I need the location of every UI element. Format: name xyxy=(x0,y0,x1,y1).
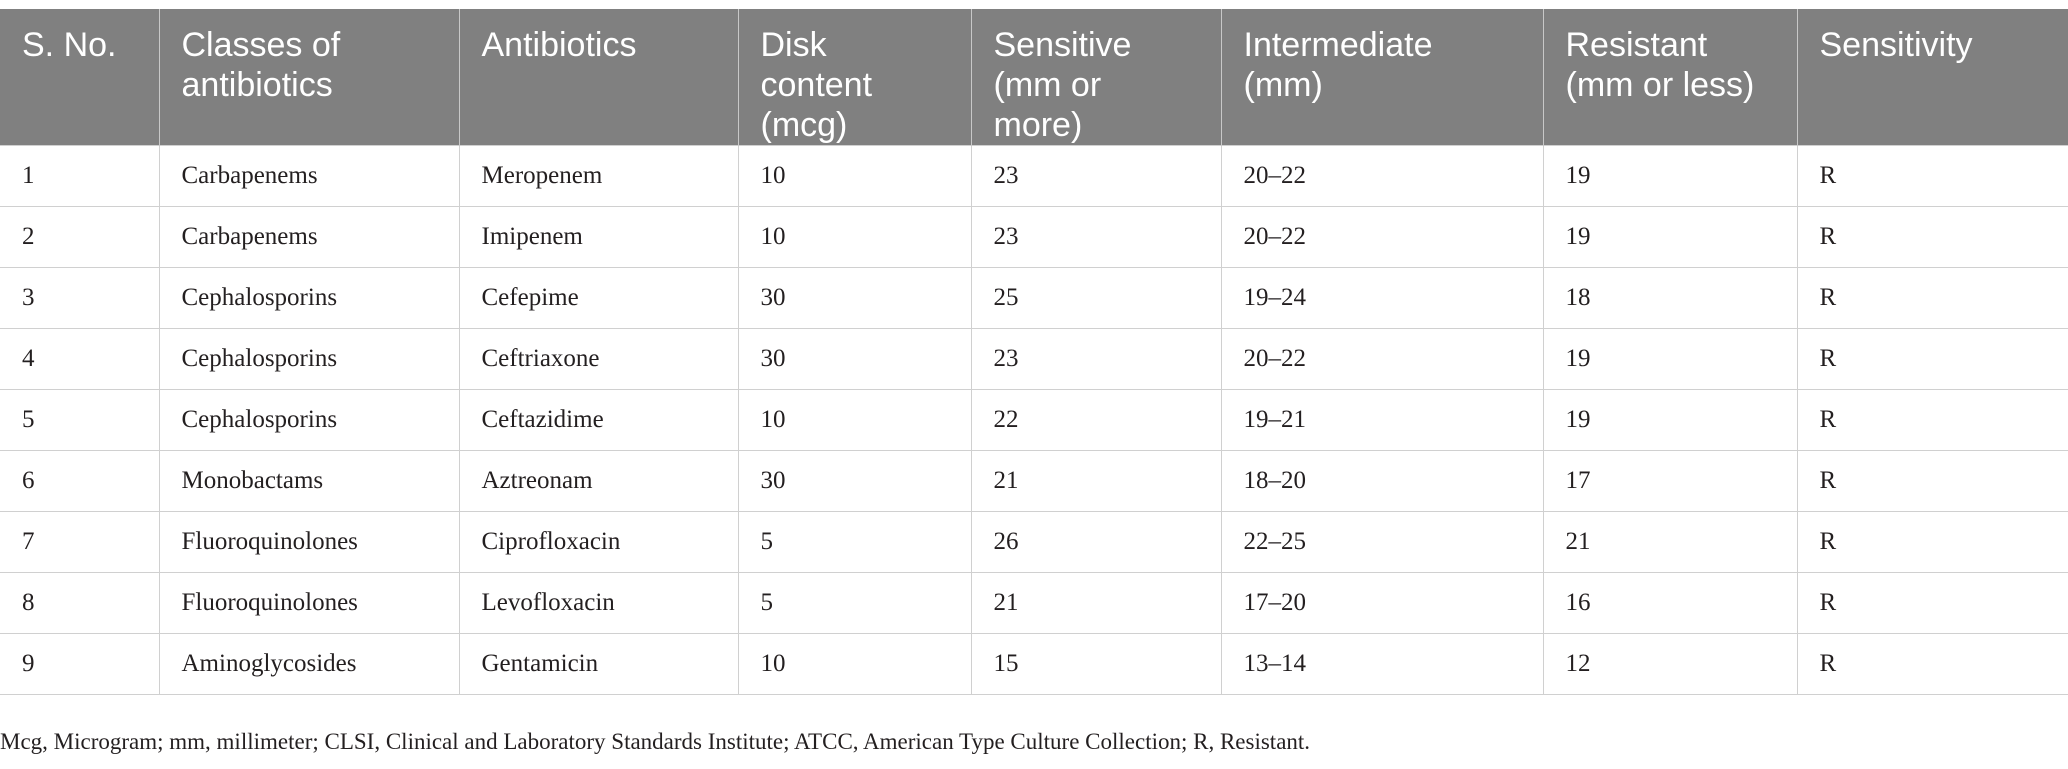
cell-sensitivity: R xyxy=(1797,511,2068,573)
table-footnote: Mcg, Microgram; mm, millimeter; CLSI, Cl… xyxy=(0,729,1311,754)
table-row: 8 Fluoroquinolones Levofloxacin 5 21 17–20 16 R xyxy=(0,572,2068,634)
table-row: 4 Cephalosporins Ceftriaxone 30 23 20–22 19 R xyxy=(0,328,2068,390)
cell-resistant: 21 xyxy=(1543,511,1798,573)
cell-resistant: 19 xyxy=(1543,145,1798,207)
cell-s-no: 7 xyxy=(0,511,160,573)
cell-class: Cephalosporins xyxy=(159,389,460,451)
cell-s-no: 8 xyxy=(0,572,160,634)
header-antibiotics: Antibiotics xyxy=(459,9,739,146)
header-sensitive: Sensitive (mm or more) xyxy=(971,9,1222,146)
antibiotic-sensitivity-table: S. No. Classes of antibiotics Antibiotic… xyxy=(0,9,2068,695)
cell-resistant: 16 xyxy=(1543,572,1798,634)
table-header: S. No. Classes of antibiotics Antibiotic… xyxy=(0,9,2068,146)
cell-disk-content: 5 xyxy=(738,511,972,573)
table-body: 1 Carbapenems Meropenem 10 23 20–22 19 R 2 Carbap… xyxy=(0,145,2068,695)
cell-disk-content: 5 xyxy=(738,572,972,634)
cell-class: Carbapenems xyxy=(159,206,460,268)
cell-intermediate: 20–22 xyxy=(1221,145,1544,207)
cell-antibiotic: Ciprofloxacin xyxy=(459,511,739,573)
header-s-no: S. No. xyxy=(0,9,160,146)
cell-sensitivity: R xyxy=(1797,633,2068,695)
cell-class: Cephalosporins xyxy=(159,328,460,390)
cell-resistant: 19 xyxy=(1543,389,1798,451)
cell-s-no: 3 xyxy=(0,267,160,329)
cell-intermediate: 17–20 xyxy=(1221,572,1544,634)
cell-sensitive: 15 xyxy=(971,633,1222,695)
cell-sensitive: 23 xyxy=(971,328,1222,390)
header-resistant: Resistant (mm or less) xyxy=(1543,9,1798,146)
header-disk-content: Disk content (mcg) xyxy=(738,9,972,146)
cell-antibiotic: Ceftazidime xyxy=(459,389,739,451)
cell-sensitivity: R xyxy=(1797,145,2068,207)
cell-s-no: 9 xyxy=(0,633,160,695)
cell-sensitivity: R xyxy=(1797,450,2068,512)
cell-sensitivity: R xyxy=(1797,572,2068,634)
cell-sensitive: 21 xyxy=(971,572,1222,634)
table-row: 7 Fluoroquinolones Ciprofloxacin 5 26 22–25 21… xyxy=(0,511,2068,573)
cell-antibiotic: Ceftriaxone xyxy=(459,328,739,390)
cell-antibiotic: Imipenem xyxy=(459,206,739,268)
cell-s-no: 2 xyxy=(0,206,160,268)
cell-class: Aminoglycosides xyxy=(159,633,460,695)
cell-disk-content: 30 xyxy=(738,328,972,390)
cell-s-no: 6 xyxy=(0,450,160,512)
cell-sensitive: 21 xyxy=(971,450,1222,512)
cell-intermediate: 13–14 xyxy=(1221,633,1544,695)
cell-s-no: 4 xyxy=(0,328,160,390)
cell-sensitivity: R xyxy=(1797,267,2068,329)
cell-intermediate: 20–22 xyxy=(1221,206,1544,268)
cell-disk-content: 10 xyxy=(738,206,972,268)
table-row: 5 Cephalosporins Ceftazidime 10 22 19–21 19 R xyxy=(0,389,2068,451)
cell-sensitive: 23 xyxy=(971,206,1222,268)
cell-intermediate: 19–24 xyxy=(1221,267,1544,329)
cell-resistant: 12 xyxy=(1543,633,1798,695)
cell-antibiotic: Cefepime xyxy=(459,267,739,329)
cell-s-no: 1 xyxy=(0,145,160,207)
cell-disk-content: 10 xyxy=(738,389,972,451)
cell-sensitive: 26 xyxy=(971,511,1222,573)
cell-class: Monobactams xyxy=(159,450,460,512)
header-classes-of-antibiotics: Classes of antibiotics xyxy=(159,9,460,146)
cell-sensitivity: R xyxy=(1797,328,2068,390)
table-row: 3 Cephalosporins Cefepime 30 25 19–24 18 R xyxy=(0,267,2068,329)
cell-intermediate: 20–22 xyxy=(1221,328,1544,390)
cell-antibiotic: Levofloxacin xyxy=(459,572,739,634)
cell-disk-content: 30 xyxy=(738,267,972,329)
cell-resistant: 17 xyxy=(1543,450,1798,512)
header-intermediate: Intermediate (mm) xyxy=(1221,9,1544,146)
cell-sensitive: 22 xyxy=(971,389,1222,451)
cell-disk-content: 10 xyxy=(738,633,972,695)
cell-antibiotic: Gentamicin xyxy=(459,633,739,695)
cell-class: Cephalosporins xyxy=(159,267,460,329)
cell-s-no: 5 xyxy=(0,389,160,451)
cell-disk-content: 30 xyxy=(738,450,972,512)
table-row: 6 Monobactams Aztreonam 30 21 18–20 17 R xyxy=(0,450,2068,512)
cell-class: Fluoroquinolones xyxy=(159,572,460,634)
cell-resistant: 18 xyxy=(1543,267,1798,329)
cell-class: Carbapenems xyxy=(159,145,460,207)
cell-sensitivity: R xyxy=(1797,206,2068,268)
cell-sensitive: 25 xyxy=(971,267,1222,329)
table-row: 2 Carbapenems Imipenem 10 23 20–22 19 R xyxy=(0,206,2068,268)
table-row: 1 Carbapenems Meropenem 10 23 20–22 19 R xyxy=(0,145,2068,207)
cell-class: Fluoroquinolones xyxy=(159,511,460,573)
cell-antibiotic: Aztreonam xyxy=(459,450,739,512)
header-sensitivity: Sensitivity xyxy=(1797,9,2068,146)
cell-disk-content: 10 xyxy=(738,145,972,207)
cell-sensitivity: R xyxy=(1797,389,2068,451)
cell-antibiotic: Meropenem xyxy=(459,145,739,207)
cell-sensitive: 23 xyxy=(971,145,1222,207)
data-table-container: S. No. Classes of antibiotics Antibiotic… xyxy=(0,9,2068,695)
header-row: S. No. Classes of antibiotics Antibiotic… xyxy=(0,9,2068,146)
cell-intermediate: 22–25 xyxy=(1221,511,1544,573)
cell-resistant: 19 xyxy=(1543,328,1798,390)
cell-resistant: 19 xyxy=(1543,206,1798,268)
table-row: 9 Aminoglycosides Gentamicin 10 15 13–14 12 R xyxy=(0,633,2068,695)
cell-intermediate: 19–21 xyxy=(1221,389,1544,451)
cell-intermediate: 18–20 xyxy=(1221,450,1544,512)
